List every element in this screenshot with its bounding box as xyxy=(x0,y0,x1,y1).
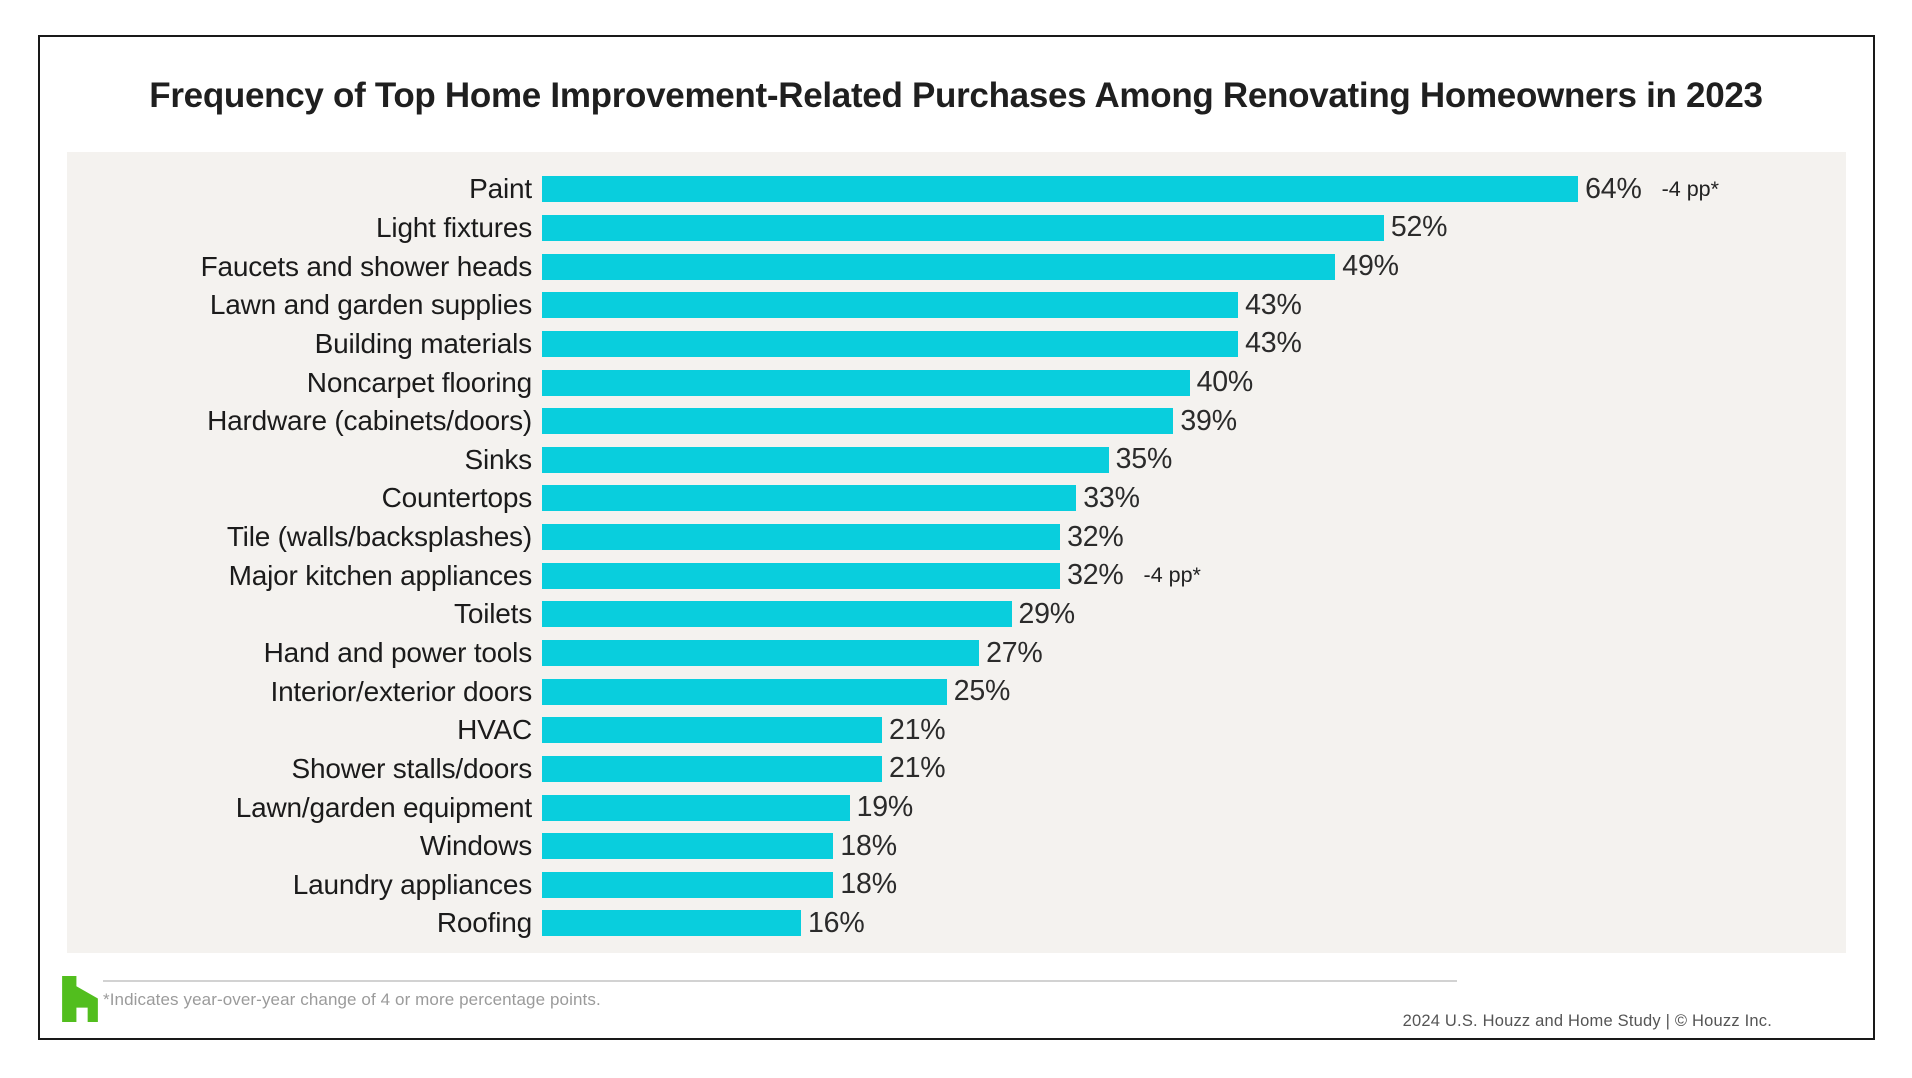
value-label: 64% xyxy=(1585,172,1642,205)
value-label: 21% xyxy=(888,713,946,746)
value-label: 43% xyxy=(1245,288,1302,321)
bar-row: Toilets 29% xyxy=(67,595,1846,634)
category-label: Shower stalls/doors xyxy=(291,752,532,784)
category-label: Faucets and shower heads xyxy=(200,250,533,282)
bar xyxy=(542,176,1579,203)
value-label: 52% xyxy=(1390,211,1448,244)
bar-row: HVAC 21% xyxy=(67,711,1846,750)
category-label: Hardware (cabinets/doors) xyxy=(207,405,532,437)
bar xyxy=(542,292,1239,319)
category-label: Lawn/garden equipment xyxy=(235,791,532,823)
category-label: Lawn and garden supplies xyxy=(209,289,532,321)
category-label: Windows xyxy=(419,830,532,862)
footer-divider xyxy=(103,980,1457,982)
bar-row: Windows 18% xyxy=(67,827,1846,866)
value-label: 49% xyxy=(1342,250,1399,283)
bar-row: Building materials 43% xyxy=(67,325,1846,364)
value-label: 25% xyxy=(953,675,1011,708)
bar-row: Faucets and shower heads 49% xyxy=(67,247,1846,286)
category-label: Hand and power tools xyxy=(263,637,533,668)
bar xyxy=(542,755,882,782)
category-label: Roofing xyxy=(436,907,532,939)
yoy-change-annotation: -4 pp* xyxy=(1661,176,1719,201)
bar-row: Lawn and garden supplies 43% xyxy=(67,286,1846,325)
bar xyxy=(542,562,1061,589)
category-label: Interior/exterior doors xyxy=(270,675,532,707)
bar-row: Countertops 33% xyxy=(67,479,1846,518)
bar xyxy=(542,446,1109,473)
bar xyxy=(542,485,1077,512)
houzz-logo-icon xyxy=(62,976,98,1022)
value-label: 40% xyxy=(1196,366,1254,399)
bar xyxy=(542,910,802,937)
value-label: 18% xyxy=(840,868,897,901)
bar-row: Shower stalls/doors 21% xyxy=(67,750,1846,789)
bar xyxy=(542,678,947,705)
bar-row: Laundry appliances 18% xyxy=(67,866,1846,905)
value-label: 43% xyxy=(1245,327,1302,360)
category-label: Major kitchen appliances xyxy=(228,559,533,591)
category-label: Paint xyxy=(469,173,532,205)
chart-title: Frequency of Top Home Improvement-Relate… xyxy=(149,76,1763,115)
bar xyxy=(542,330,1239,357)
bar xyxy=(542,601,1012,628)
bar-row: Lawn/garden equipment 19% xyxy=(67,788,1846,827)
value-label: 35% xyxy=(1115,443,1173,476)
bar xyxy=(542,871,834,898)
bar xyxy=(542,253,1336,280)
bar-row: Major kitchen appliances 32% -4 pp* xyxy=(67,556,1846,595)
value-label: 32% xyxy=(1067,520,1124,553)
value-label: 39% xyxy=(1180,404,1237,437)
bar xyxy=(542,408,1174,435)
bar xyxy=(542,833,834,860)
bar-row: Roofing 16% xyxy=(67,904,1846,943)
bar xyxy=(542,369,1190,396)
category-label: HVAC xyxy=(457,714,532,746)
bar xyxy=(542,794,850,821)
value-label: 33% xyxy=(1083,481,1140,514)
bar-row: Tile (walls/backsplashes) 32% xyxy=(67,518,1846,557)
category-label: Sinks xyxy=(464,443,533,475)
bar-row: Hardware (cabinets/doors) 39% xyxy=(67,402,1846,441)
category-label: Tile (walls/backsplashes) xyxy=(226,521,532,553)
category-label: Noncarpet flooring xyxy=(306,366,532,398)
value-label: 32% xyxy=(1067,559,1124,592)
bar xyxy=(542,640,980,666)
value-label: 18% xyxy=(840,829,897,862)
bar-row: Hand and power tools 27% xyxy=(67,634,1846,673)
bar-row: Interior/exterior doors 25% xyxy=(67,672,1846,711)
value-label: 27% xyxy=(986,636,1043,669)
category-label: Building materials xyxy=(314,327,533,359)
value-label: 16% xyxy=(808,906,865,939)
bar xyxy=(542,717,882,744)
footnote: *Indicates year-over-year change of 4 or… xyxy=(103,990,601,1009)
category-label: Light fixtures xyxy=(376,211,532,243)
value-label: 21% xyxy=(888,752,946,785)
bar-chart: Paint 64% -4 pp* Light fixtures 52% Fauc… xyxy=(67,152,1846,953)
bar-row: Noncarpet flooring 40% xyxy=(67,363,1846,402)
yoy-change-annotation: -4 pp* xyxy=(1143,563,1201,588)
bar-row: Paint 64% -4 pp* xyxy=(67,170,1846,209)
bar-row: Light fixtures 52% xyxy=(67,209,1846,248)
category-label: Laundry appliances xyxy=(292,868,532,900)
source-attribution: 2024 U.S. Houzz and Home Study | © Houzz… xyxy=(1402,1012,1772,1030)
bar-row: Sinks 35% xyxy=(67,440,1846,479)
category-label: Countertops xyxy=(381,482,533,514)
value-label: 29% xyxy=(1018,597,1076,630)
value-label: 19% xyxy=(856,791,914,824)
bar xyxy=(542,214,1384,241)
category-label: Toilets xyxy=(454,598,532,630)
bar xyxy=(542,524,1061,551)
